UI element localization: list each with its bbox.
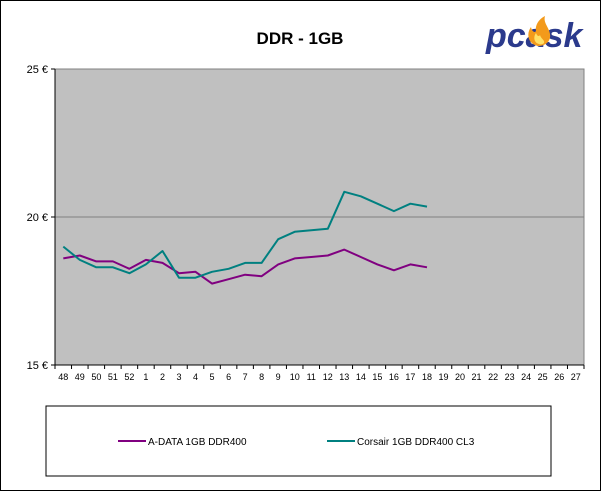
x-tick-label: 21: [472, 372, 482, 382]
x-tick-label: 1: [143, 372, 148, 382]
x-tick-label: 23: [505, 372, 515, 382]
x-tick-label: 8: [259, 372, 264, 382]
x-tick-label: 22: [488, 372, 498, 382]
x-tick-label: 17: [405, 372, 415, 382]
x-tick-label: 13: [339, 372, 349, 382]
x-tick-label: 2: [160, 372, 165, 382]
x-tick-label: 4: [193, 372, 198, 382]
x-axis: 48 49 50 51 52 1 2 3 4 5 6 7 8 9 10 11 12 13 14 15 16 17 18 19 2…: [54, 364, 585, 382]
site-logo: pcask: [484, 16, 585, 56]
legend-items: A-DATA 1GB DDR400 Corsair 1GB DDR400 CL3: [118, 437, 475, 448]
x-tick-label: 19: [438, 372, 448, 382]
series-line-adata: [63, 248, 428, 285]
x-tick-label: 27: [571, 372, 581, 382]
x-tick-label: 50: [91, 372, 101, 382]
flame-icon: [528, 16, 551, 46]
x-tick-label: 9: [276, 372, 281, 382]
x-tick-label: 11: [307, 372, 316, 382]
y-axis: 25 € 20 € 15 €: [27, 64, 56, 372]
x-tick-label: 48: [58, 372, 68, 382]
legend-label: A-DATA 1GB DDR400: [148, 437, 247, 448]
y-tick-label: 25 €: [27, 64, 48, 76]
x-tick-label: 5: [210, 372, 215, 382]
chart-title: DDR - 1GB: [257, 29, 344, 48]
x-tick-label: 6: [226, 372, 231, 382]
x-tick-label: 24: [521, 372, 531, 382]
x-tick-label: 18: [422, 372, 432, 382]
series-line-corsair: [62, 190, 428, 279]
x-tick-label: 52: [124, 372, 134, 382]
x-tick-label: 7: [243, 372, 248, 382]
x-tick-label: 3: [176, 372, 181, 382]
x-tick-label: 14: [356, 372, 366, 382]
x-tick-label: 20: [455, 372, 465, 382]
legend-label: Corsair 1GB DDR400 CL3: [357, 437, 475, 448]
x-tick-label: 49: [75, 372, 85, 382]
series-lines: [62, 190, 428, 285]
x-tick-label: 10: [290, 372, 300, 382]
x-tick-label: 26: [554, 372, 564, 382]
y-tick-label: 15 €: [27, 360, 48, 372]
x-tick-label: 16: [389, 372, 399, 382]
x-tick-label: 15: [372, 372, 382, 382]
x-tick-label: 25: [538, 372, 548, 382]
x-tick-label: 51: [108, 372, 118, 382]
x-tick-label: 12: [323, 372, 333, 382]
y-tick-label: 20 €: [27, 212, 48, 224]
